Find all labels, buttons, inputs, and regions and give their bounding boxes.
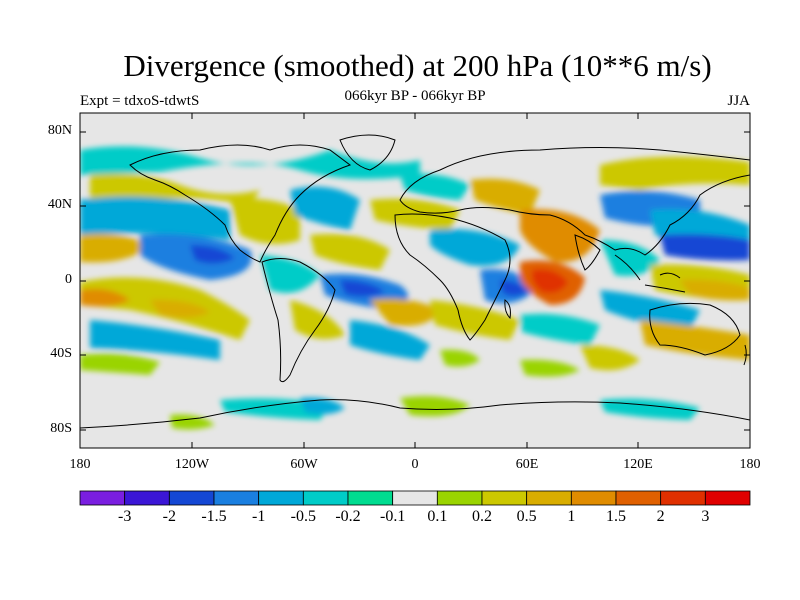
lon-label-180e: 180	[739, 457, 761, 472]
colorbar-label: 0.1	[427, 508, 448, 525]
colorbar-label: -2	[162, 508, 176, 525]
colorbar-swatch	[213, 490, 260, 506]
colorbar-swatch	[302, 490, 349, 506]
colorbar-swatch	[481, 490, 528, 506]
season-label: JJA	[727, 93, 750, 109]
coastlines	[80, 134, 750, 429]
colorbar-swatch	[660, 490, 706, 506]
lon-label-60w: 60W	[290, 457, 318, 472]
colorbar-label: -3	[117, 508, 132, 525]
colorbar-swatch	[392, 490, 438, 506]
colorbar	[79, 490, 751, 506]
chart-title: Divergence (smoothed) at 200 hPa (10**6 …	[123, 48, 712, 83]
colorbar-label: -1	[251, 508, 266, 525]
lat-tick-marks	[80, 131, 750, 431]
colorbar-swatch	[704, 490, 751, 506]
colorbar-label: -0.5	[290, 508, 316, 525]
lat-label-80n: 80N	[47, 123, 72, 138]
colorbar-swatch	[347, 490, 394, 506]
lat-label-0: 0	[65, 272, 72, 287]
colorbar-label: -1.5	[201, 508, 227, 525]
colorbar-swatch	[615, 490, 662, 506]
lon-label-120e: 120E	[623, 457, 653, 472]
lat-label-40s: 40S	[50, 346, 72, 361]
lon-tick-marks	[79, 113, 639, 448]
colorbar-swatch	[168, 490, 215, 506]
lon-label-0: 0	[411, 457, 419, 472]
colorbar-swatch	[124, 490, 170, 506]
chart-subtitle: 066kyr BP - 066kyr BP	[344, 88, 486, 104]
colorbar-swatch	[526, 490, 572, 506]
colorbar-label: 3	[701, 508, 710, 525]
lat-label-80s: 80S	[50, 421, 72, 436]
colorbar-label: 0.2	[472, 508, 492, 525]
colorbar-swatch	[436, 490, 483, 506]
colorbar-label: 1.5	[606, 508, 626, 525]
colorbar-label: 0.5	[516, 508, 537, 525]
colorbar-swatch	[258, 490, 304, 506]
colorbar-label: -0.1	[379, 508, 406, 525]
lon-label-60e: 60E	[515, 457, 539, 472]
colorbar-swatch	[570, 490, 617, 506]
colorbar-label: 2	[656, 508, 665, 525]
colorbar-swatch	[79, 490, 126, 506]
colorbar-label: 1	[567, 508, 576, 525]
experiment-label: Expt = tdxoS-tdwtS	[80, 93, 200, 109]
lon-label-180w: 180	[69, 457, 91, 472]
lon-label-120w: 120W	[174, 457, 210, 472]
colorbar-label: -0.2	[335, 508, 361, 525]
lat-label-40n: 40N	[47, 197, 72, 212]
